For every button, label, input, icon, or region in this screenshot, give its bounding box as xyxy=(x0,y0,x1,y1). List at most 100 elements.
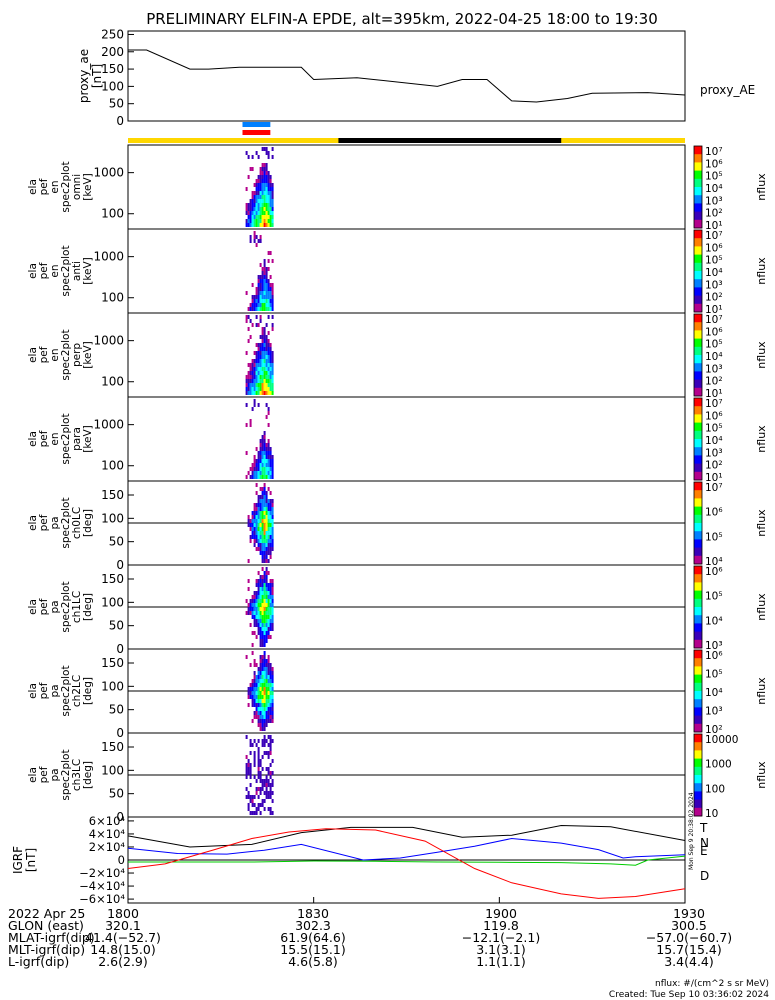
spectrogram-pixel xyxy=(265,575,268,579)
spectrogram-pixel xyxy=(265,291,268,295)
spectrogram-pixel xyxy=(245,375,248,379)
igrf-panel: 6×10⁴4×10⁴2×10⁴0−2×10⁴−4×10⁴−6×10⁴TNEDIG… xyxy=(11,814,709,906)
spectrogram-pixel xyxy=(269,591,272,595)
spectrogram-pixel xyxy=(257,279,260,283)
y-axis-label-line: spec2plot xyxy=(60,665,72,716)
y-tick-label: 0 xyxy=(116,114,124,128)
spectrogram-pixel xyxy=(267,487,270,491)
spectrogram-pixel xyxy=(255,215,258,219)
colorbar-segment xyxy=(694,623,702,633)
colorbar-tick-label: 10⁵ xyxy=(705,591,723,603)
spectrogram-pixel xyxy=(271,351,274,355)
spectrogram-pixel xyxy=(259,367,262,371)
y-axis-label-line: IGRF xyxy=(11,846,25,874)
y-tick-label: −2×10⁴ xyxy=(79,866,125,880)
spectrogram-pixel xyxy=(271,623,274,627)
spectrogram-pixel xyxy=(261,503,264,507)
spectrogram-pixel xyxy=(245,735,248,739)
panel-frame xyxy=(127,312,686,398)
spectrogram-pixel xyxy=(265,659,268,663)
spectrogram-pixel xyxy=(259,459,262,463)
spectrogram-pixel xyxy=(267,183,270,187)
spectrogram-pixel xyxy=(255,615,258,619)
y-axis-label-line: [keV] xyxy=(82,173,94,201)
spectrogram-pixel xyxy=(261,723,264,727)
spectrogram-pixel xyxy=(245,655,248,659)
spectrogram-pixel xyxy=(259,195,262,199)
spectrogram-pixel xyxy=(261,203,264,207)
spectrogram-pixel xyxy=(261,171,264,175)
spectrogram-pixel xyxy=(257,475,260,479)
spectrogram-pixel xyxy=(253,679,256,683)
spectrogram-pixel xyxy=(255,367,258,371)
spectrogram-pixel xyxy=(259,727,262,731)
spectrogram-pixel xyxy=(263,299,266,303)
spectrogram-pixel xyxy=(271,299,274,303)
spectrogram-pixel xyxy=(251,519,254,523)
spectrogram-pixel xyxy=(267,535,270,539)
spectrogram-pixel xyxy=(249,763,252,767)
table-cell: 119.8 xyxy=(483,918,519,933)
spectrogram-pixel xyxy=(251,283,254,287)
spectrogram-pixel xyxy=(267,719,270,723)
spectrogram-pixel xyxy=(263,171,266,175)
spectrogram-pixel xyxy=(259,263,262,267)
colorbar-frame xyxy=(693,649,703,733)
spectrogram-pixel xyxy=(261,335,264,339)
spectrogram-pixel xyxy=(263,611,266,615)
spectrogram-pixel xyxy=(259,463,262,467)
spectrogram-pixel xyxy=(271,703,274,707)
spectrogram-pixel xyxy=(267,199,270,203)
spectrogram-pixel xyxy=(257,211,260,215)
spectrogram-pixel xyxy=(261,583,264,587)
spectrogram-pixel xyxy=(259,319,262,323)
spectrogram-pixel xyxy=(269,615,272,619)
colorbar-label: nflux xyxy=(755,593,768,621)
spectrogram-pixel xyxy=(267,559,270,563)
spectrogram-pixel xyxy=(257,499,260,503)
spectrogram-pixel xyxy=(263,571,266,575)
spectrogram-pixel xyxy=(267,443,270,447)
spectrogram-pixel xyxy=(255,491,258,495)
spectrogram-pixel xyxy=(263,703,266,707)
spectrogram-pixel xyxy=(257,703,260,707)
spectrogram-pixel xyxy=(251,299,254,303)
spectrogram-pixel xyxy=(251,203,254,207)
spectrogram-pixel xyxy=(253,775,256,779)
spectrogram-pixel xyxy=(259,643,262,647)
spectrogram-pixel xyxy=(259,543,262,547)
spectrogram-pixel xyxy=(247,519,250,523)
spectrogram-pixel xyxy=(247,327,250,331)
spectrogram-pixel xyxy=(259,207,262,211)
spectrogram-pixel xyxy=(247,611,250,615)
spectrogram-pixel xyxy=(255,743,258,747)
spectrogram-pixel xyxy=(269,807,272,811)
spectrogram-pixel xyxy=(269,491,272,495)
spectrogram-pixel xyxy=(259,471,262,475)
spectrogram-pixel xyxy=(259,723,262,727)
spectrogram-pixel xyxy=(263,375,266,379)
colorbar-frame xyxy=(693,733,703,817)
spectrogram-pixel xyxy=(261,447,264,451)
spectrogram-pixel xyxy=(251,687,254,691)
spectrogram-pixel xyxy=(251,611,254,615)
spectrogram-pixel xyxy=(259,579,262,583)
spectrogram-pixel xyxy=(255,343,258,347)
spectrogram-pixel xyxy=(267,279,270,283)
spectrogram-pixel xyxy=(263,607,266,611)
spectrogram-pixel xyxy=(269,447,272,451)
spectrogram-pixel xyxy=(267,367,270,371)
spectrogram-pixel xyxy=(267,615,270,619)
colorbar-segment xyxy=(694,547,702,557)
colorbar-segment xyxy=(694,658,702,667)
panel-frame xyxy=(127,228,686,314)
spectrogram-pixel xyxy=(267,671,270,675)
spectrogram-pixel xyxy=(263,211,266,215)
spectrogram-pixel xyxy=(269,699,272,703)
spectrogram-pixel xyxy=(255,695,258,699)
epd-marker xyxy=(242,130,271,135)
colorbar-segment xyxy=(694,539,702,549)
spectrogram-pixel xyxy=(261,355,264,359)
spectrogram-pixel xyxy=(257,343,260,347)
spectrogram-pixel xyxy=(265,751,268,755)
